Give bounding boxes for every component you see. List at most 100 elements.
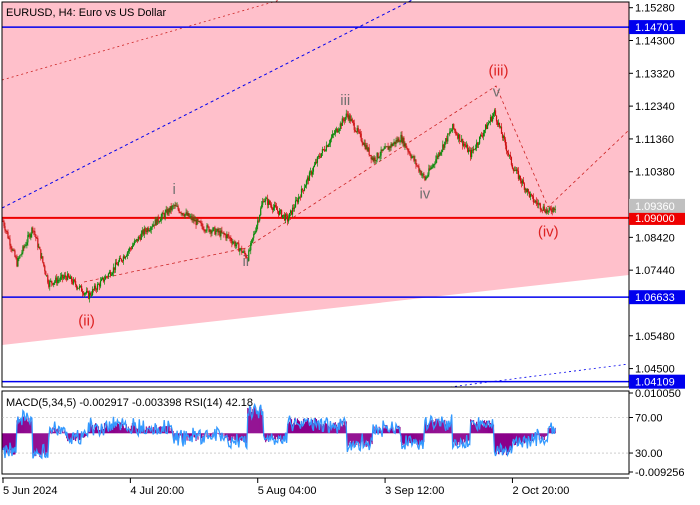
candle-body bbox=[281, 215, 284, 218]
candle-body bbox=[530, 194, 532, 195]
candle-body bbox=[182, 213, 184, 216]
candle-body bbox=[463, 144, 465, 146]
candle-body bbox=[48, 282, 50, 287]
candle-body bbox=[545, 209, 547, 214]
candle-body bbox=[320, 153, 322, 158]
candle-body bbox=[15, 256, 17, 259]
candle-body bbox=[135, 239, 137, 241]
candle-body bbox=[5, 230, 7, 232]
candle-body bbox=[77, 287, 79, 289]
candle-body bbox=[203, 229, 205, 231]
candle-body bbox=[192, 217, 194, 221]
candle-body bbox=[521, 180, 523, 184]
candle-body bbox=[499, 126, 502, 128]
candle-body bbox=[329, 139, 331, 144]
candle-body bbox=[208, 226, 210, 232]
upper-trend-line bbox=[1, 0, 281, 81]
candle-body bbox=[520, 180, 522, 184]
price-level-tag-text: 1.04109 bbox=[635, 377, 675, 389]
candle-body bbox=[330, 137, 332, 140]
candle-body bbox=[323, 149, 325, 151]
candle-body bbox=[426, 176, 428, 178]
candle-body bbox=[152, 224, 154, 227]
candle-body bbox=[449, 131, 451, 134]
candle-body bbox=[539, 203, 541, 210]
candle-body bbox=[366, 145, 368, 151]
candle-body bbox=[317, 156, 320, 157]
candle-body bbox=[188, 213, 190, 218]
candle-body bbox=[254, 232, 256, 235]
candle-body bbox=[334, 130, 336, 134]
candle-body bbox=[536, 202, 538, 205]
candle-body bbox=[538, 203, 540, 205]
candle-body bbox=[533, 201, 535, 203]
candle-body bbox=[516, 169, 519, 171]
candle-body bbox=[229, 237, 231, 239]
candle-body bbox=[6, 230, 8, 233]
candle-body bbox=[511, 164, 514, 169]
candle-body bbox=[7, 232, 9, 239]
candle-body bbox=[410, 155, 412, 158]
candle-body bbox=[179, 212, 181, 214]
candle-body bbox=[33, 230, 35, 232]
candle-body bbox=[500, 126, 503, 134]
indicator-title: MACD(5,34,5) -0.002917 -0.003398 RSI(14)… bbox=[6, 397, 253, 409]
candle-body bbox=[244, 251, 246, 254]
candle-body bbox=[111, 272, 114, 275]
candle-body bbox=[143, 228, 145, 235]
candle-body bbox=[297, 197, 300, 203]
candle-body bbox=[130, 248, 132, 250]
candle-body bbox=[367, 147, 369, 151]
candle-body bbox=[371, 157, 373, 160]
candle-body bbox=[280, 210, 282, 211]
candle-body bbox=[110, 274, 113, 276]
price-level-tag-text: 1.09000 bbox=[635, 213, 675, 225]
candle-body bbox=[351, 119, 353, 121]
candle-body bbox=[62, 274, 64, 279]
candle-body bbox=[175, 205, 177, 207]
candle-body bbox=[293, 207, 296, 209]
candle-body bbox=[206, 225, 208, 231]
candle-body bbox=[210, 230, 212, 234]
candle-body bbox=[456, 133, 458, 135]
candle-body bbox=[495, 115, 498, 122]
candle-body bbox=[407, 148, 409, 152]
candle-body bbox=[451, 129, 453, 132]
price-axis[interactable]: 1.15280 1.14300 1.13320 1.12340 1.11360 1.103… bbox=[629, 3, 675, 376]
candle-body bbox=[168, 209, 170, 213]
wave-label: i bbox=[172, 181, 175, 198]
candle-body bbox=[311, 171, 314, 175]
candle-body bbox=[112, 267, 115, 273]
candle-body bbox=[216, 229, 218, 232]
indicator-tick-label: 30.00 bbox=[635, 448, 663, 460]
candle-body bbox=[508, 155, 511, 156]
candle-body bbox=[39, 247, 41, 250]
candle-body bbox=[136, 239, 138, 242]
candle-body bbox=[319, 156, 322, 158]
candle-body bbox=[275, 204, 277, 207]
candle-body bbox=[31, 227, 33, 234]
candle-body bbox=[279, 210, 281, 215]
candle-body bbox=[32, 227, 34, 231]
candle-body bbox=[265, 198, 267, 202]
candle-body bbox=[312, 166, 315, 172]
price-level-tag-bg bbox=[629, 20, 685, 35]
candle-body bbox=[356, 127, 358, 132]
candle-body bbox=[436, 155, 438, 160]
candle-body bbox=[223, 232, 225, 235]
candle-body bbox=[269, 200, 271, 205]
pink-channel-zone bbox=[2, 2, 629, 345]
candle-body bbox=[255, 230, 257, 233]
candle-body bbox=[328, 143, 330, 145]
candle-body bbox=[525, 188, 527, 192]
candle-body bbox=[393, 141, 395, 144]
candle-body bbox=[537, 203, 539, 205]
candle-body bbox=[417, 165, 419, 167]
time-axis[interactable]: 5 Jun 2024 4 Jul 20:00 5 Aug 04:00 3 Sep 12… bbox=[2, 478, 569, 497]
candle-body bbox=[387, 146, 389, 150]
price-level-tag-bg bbox=[629, 374, 685, 389]
candle-body bbox=[138, 236, 140, 238]
price-tick-label: 1.10380 bbox=[635, 167, 675, 179]
